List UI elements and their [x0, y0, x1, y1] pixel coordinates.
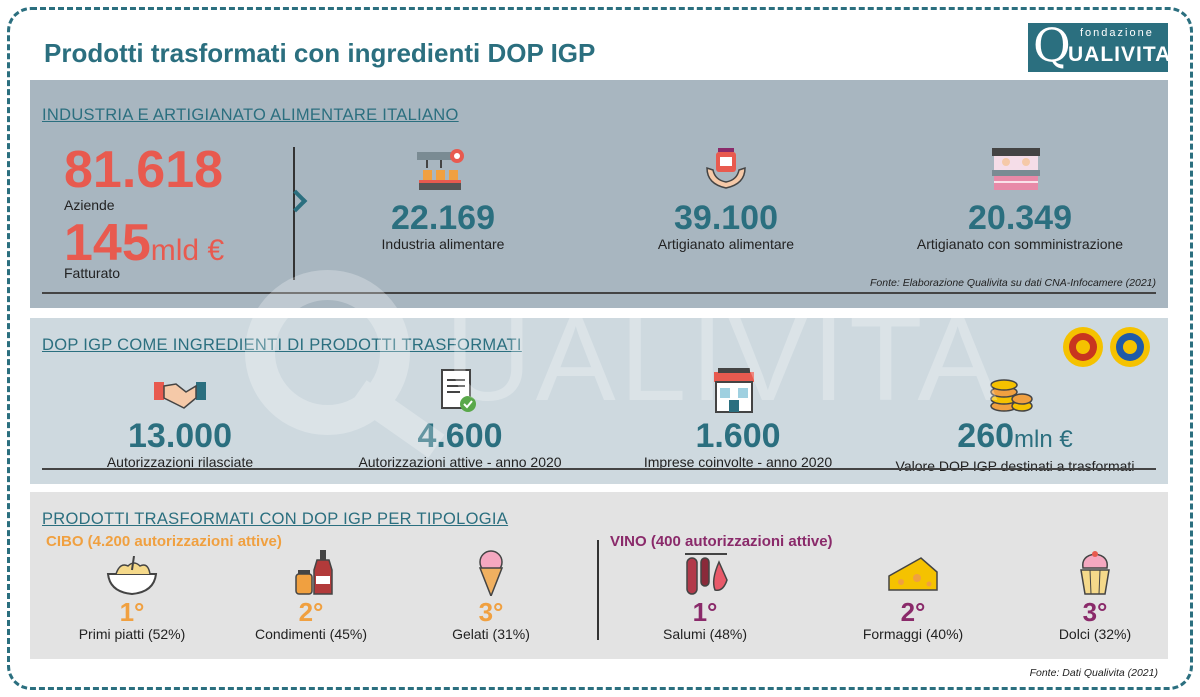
section-industria-rule [42, 292, 1156, 294]
stat-industria-value: 22.169 [391, 199, 495, 237]
rank-dolci-pos: 3° [1082, 597, 1108, 627]
factory-icon [417, 149, 464, 190]
section-dop-igp: DOP IGP COME INGREDIENTI DI PRODOTTI TRA… [30, 318, 1168, 484]
rank-gelati-pos: 3° [478, 597, 504, 627]
section-tipologia: PRODOTTI TRASFORMATI CON DOP IGP PER TIP… [30, 492, 1168, 659]
stat-artigianato: 39.100 Artigianato alimentare [626, 200, 826, 252]
fatturato-number: 145 [64, 214, 151, 272]
page-title: Prodotti trasformati con ingredienti DOP… [44, 38, 596, 68]
logo-fondazione: fondazione [1080, 27, 1154, 39]
rank-primi-piatti-label: Primi piatti (52%) [78, 626, 186, 642]
dop-igp-seals-icon [1063, 327, 1150, 367]
stat-valore-unit: mln € [1014, 426, 1073, 453]
stat-artigianato-label: Artigianato alimentare [657, 236, 795, 252]
rank-primi-piatti-pos: 1° [119, 597, 145, 627]
stat-somministrazione-label: Artigianato con somministrazione [916, 236, 1124, 252]
logo-qualivita: UALIVITA [1068, 43, 1172, 66]
ice-cream-icon [478, 550, 504, 596]
rank-primi-piatti: 1° Primi piatti (52%) [57, 598, 207, 642]
stat-valore: 260mln € Valore DOP IGP destinati a tras… [880, 418, 1150, 474]
fatturato-label: Fatturato [64, 265, 121, 281]
handshake-icon [154, 382, 206, 409]
dashed-frame [7, 7, 1193, 690]
stat-somministrazione-value: 20.349 [968, 199, 1072, 237]
section-dop-igp-rule [42, 468, 1156, 470]
divider-vertical [293, 147, 295, 280]
rank-dolci: 3° Dolci (32%) [1020, 598, 1170, 642]
pasta-icon [106, 556, 158, 596]
stat-valore-value: 260 [957, 417, 1015, 455]
rank-formaggi-pos: 2° [900, 597, 926, 627]
cupcake-icon [1080, 551, 1110, 595]
stat-valore-value-row: 260mln € [880, 418, 1150, 458]
stat-industria-label: Industria alimentare [381, 236, 505, 252]
store-icon [714, 368, 754, 413]
divider-cibo-vino [597, 540, 599, 640]
stat-autorizzazioni-label: Autorizzazioni rilasciate [106, 454, 254, 470]
stat-attive-value: 4.600 [417, 417, 503, 455]
certificate-icon [441, 369, 476, 412]
section-industria-title: INDUSTRIA E ARTIGIANATO ALIMENTARE ITALI… [42, 106, 459, 124]
rank-gelati-label: Gelati (31%) [452, 626, 530, 642]
rank-gelati: 3° Gelati (31%) [416, 598, 566, 642]
cheese-icon [888, 557, 938, 591]
salami-icon [685, 553, 728, 595]
stat-attive-label: Autorizzazioni attive - anno 2020 [358, 454, 562, 470]
stat-autorizzazioni-value: 13.000 [128, 417, 232, 455]
stat-imprese-value: 1.600 [695, 417, 781, 455]
condiments-icon [295, 550, 333, 595]
aziende-value: 81.618 [64, 141, 224, 199]
rank-formaggi: 2° Formaggi (40%) [838, 598, 988, 642]
vino-title: VINO (400 autorizzazioni attive) [610, 533, 833, 550]
chevron-right-icon [284, 189, 308, 213]
rank-condimenti-label: Condimenti (45%) [254, 626, 368, 642]
footer-source: Fonte: Dati Qualivita (2021) [1029, 667, 1158, 679]
section-industria-source: Fonte: Elaborazione Qualivita su dati CN… [870, 277, 1156, 289]
qualivita-logo: Q fondazione UALIVITA [1028, 18, 1172, 72]
fatturato-value: 145mld € [64, 215, 224, 279]
section-dop-igp-title: DOP IGP COME INGREDIENTI DI PRODOTTI TRA… [42, 336, 522, 354]
rank-salumi-pos: 1° [692, 597, 718, 627]
coins-icon [990, 379, 1033, 412]
rank-condimenti: 2° Condimenti (45%) [236, 598, 386, 642]
rank-formaggi-label: Formaggi (40%) [862, 626, 964, 642]
stat-attive: 4.600 Autorizzazioni attive - anno 2020 [340, 418, 580, 470]
rank-salumi-label: Salumi (48%) [662, 626, 748, 642]
section-industria: INDUSTRIA E ARTIGIANATO ALIMENTARE ITALI… [30, 80, 1168, 308]
shop-counter-icon [992, 148, 1040, 190]
rank-dolci-label: Dolci (32%) [1058, 626, 1132, 642]
stat-industria: 22.169 Industria alimentare [348, 200, 538, 252]
stat-artigianato-value: 39.100 [674, 199, 778, 237]
stat-autorizzazioni: 13.000 Autorizzazioni rilasciate [70, 418, 290, 470]
stat-somministrazione: 20.349 Artigianato con somministrazione [890, 200, 1150, 252]
rank-salumi: 1° Salumi (48%) [630, 598, 780, 642]
rank-condimenti-pos: 2° [298, 597, 324, 627]
section-tipologia-title: PRODOTTI TRASFORMATI CON DOP IGP PER TIP… [42, 510, 509, 528]
cibo-title: CIBO (4.200 autorizzazioni attive) [46, 533, 282, 550]
stat-imprese: 1.600 Imprese coinvolte - anno 2020 [618, 418, 858, 470]
logo-q: Q [1033, 18, 1071, 72]
hands-jar-icon [706, 148, 746, 189]
stat-valore-label: Valore DOP IGP destinati a trasformati [895, 458, 1135, 474]
fatturato-unit: mld € [150, 234, 225, 267]
stat-imprese-label: Imprese coinvolte - anno 2020 [643, 454, 833, 470]
aziende-label: Aziende [64, 197, 115, 213]
